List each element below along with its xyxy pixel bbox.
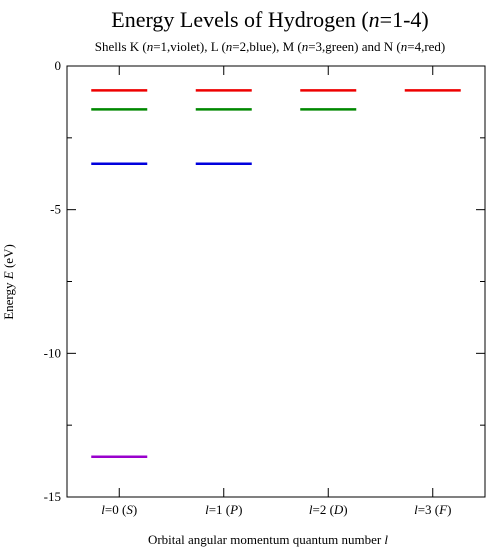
title-italic: n bbox=[369, 7, 380, 32]
x-tick-label-part: ) bbox=[447, 502, 451, 517]
subtitle-italic-part: n bbox=[226, 39, 233, 54]
y-tick-label: -5 bbox=[50, 202, 61, 217]
x-tick-label-italic: D bbox=[333, 502, 344, 517]
y-tick-label: -15 bbox=[44, 489, 61, 504]
x-axis-label: Orbital angular momentum quantum number … bbox=[148, 532, 388, 547]
x-tick-label-italic: S bbox=[126, 502, 133, 517]
y-tick-label: 0 bbox=[55, 58, 62, 73]
x-tick-label-part: ) bbox=[238, 502, 242, 517]
y-tick-label: -10 bbox=[44, 345, 61, 360]
subtitle-part: =1,violet), L ( bbox=[153, 39, 226, 54]
x-tick-label-part: =2 ( bbox=[312, 502, 333, 517]
subtitle-part: =4,red) bbox=[407, 39, 445, 54]
title-post: =1-4) bbox=[380, 7, 429, 32]
axis-ticks: 0-5-10-15l=0 (S) l=1 (P) l=2 (D) l=3 (F) bbox=[44, 58, 485, 517]
y-axis-label-post: (eV) bbox=[1, 244, 16, 271]
x-tick-label-italic: P bbox=[229, 502, 238, 517]
subtitle-part: =3,green) and N ( bbox=[308, 39, 401, 54]
plot-area-frame bbox=[66, 65, 486, 498]
x-tick-label-part: =1 ( bbox=[209, 502, 230, 517]
x-tick-label-italic: l bbox=[309, 502, 313, 517]
subtitle-part: =2,blue), M ( bbox=[232, 39, 301, 54]
x-tick-label: l=3 (F) bbox=[414, 502, 451, 517]
y-axis-label-pre: Energy bbox=[1, 279, 16, 320]
x-tick-label-italic: F bbox=[438, 502, 448, 517]
chart-subtitle: Shells K (n=1,violet), L (n=2,blue), M (… bbox=[95, 39, 446, 54]
x-tick-label-italic: l bbox=[205, 502, 209, 517]
subtitle-italic-part: n bbox=[302, 39, 309, 54]
x-axis-label-pre: Orbital angular momentum quantum number bbox=[148, 532, 384, 547]
x-tick-label: l=0 (S) bbox=[101, 502, 137, 517]
x-axis-label-italic: l bbox=[384, 532, 388, 547]
x-tick-label: l=1 (P) bbox=[205, 502, 242, 517]
subtitle-part: Shells K ( bbox=[95, 39, 147, 54]
x-tick-label-italic: l bbox=[414, 502, 418, 517]
energy-level-marks bbox=[91, 89, 461, 459]
x-tick-label: l=2 (D) bbox=[309, 502, 348, 517]
subtitle-italic-part: n bbox=[401, 39, 408, 54]
x-tick-label-part: ) bbox=[343, 502, 347, 517]
y-axis-label: Energy E (eV) bbox=[1, 244, 16, 320]
title-pre: Energy Levels of Hydrogen ( bbox=[111, 7, 368, 32]
x-tick-label-part: =0 ( bbox=[105, 502, 126, 517]
chart-title: Energy Levels of Hydrogen (n=1-4) bbox=[111, 7, 428, 32]
subtitle-italic-part: n bbox=[147, 39, 154, 54]
x-tick-label-italic: l bbox=[101, 502, 105, 517]
y-axis-label-italic: E bbox=[1, 271, 16, 280]
x-tick-label-part: ) bbox=[133, 502, 137, 517]
x-tick-label-part: =3 ( bbox=[418, 502, 439, 517]
